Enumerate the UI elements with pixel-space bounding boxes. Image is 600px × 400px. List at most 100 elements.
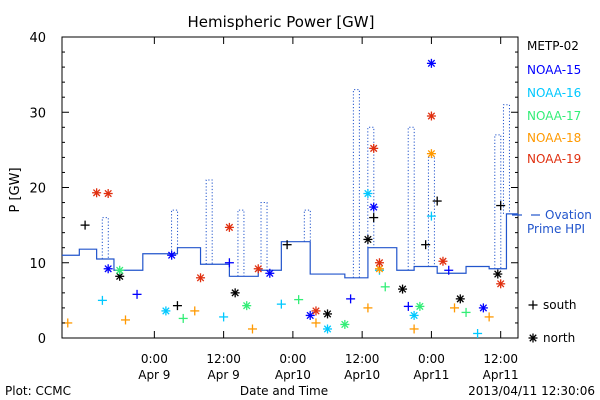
- ovation-peak: [407, 126, 415, 271]
- data-point: [294, 295, 304, 305]
- x-tick-label-time: 0:00: [141, 352, 168, 366]
- data-point: [374, 264, 384, 274]
- data-point: [374, 258, 384, 268]
- ovation-peak: [494, 134, 502, 269]
- data-point: [80, 220, 90, 230]
- data-point: [496, 279, 506, 289]
- data-point: [167, 250, 177, 260]
- ovation-legend-label-2: Prime HPI: [527, 222, 585, 236]
- data-point: [426, 111, 436, 121]
- data-point: [224, 222, 234, 232]
- data-point: [432, 196, 442, 206]
- x-tick-label-date: Apr 9: [138, 368, 170, 382]
- data-point: [496, 201, 506, 211]
- legend: METP-02 NOAA-15 NOAA-16 NOAA-17 NOAA-18 NOAA-…: [512, 39, 592, 345]
- x-tick-label-date: Apr11: [483, 368, 519, 382]
- data-point: [493, 269, 503, 279]
- data-point: [253, 264, 263, 274]
- data-point: [196, 273, 206, 283]
- north-symbol: [528, 333, 538, 343]
- y-axis-label: P [GW]: [8, 167, 23, 212]
- south-symbol: [528, 300, 538, 310]
- x-axis-label: Date and Time: [240, 384, 328, 398]
- ovation-peak: [352, 89, 360, 278]
- data-point: [172, 301, 182, 311]
- data-point: [97, 295, 107, 305]
- ovation-peak: [502, 104, 510, 214]
- north-label: north: [543, 331, 575, 345]
- x-tick-label-time: 0:00: [279, 352, 306, 366]
- y-tick-label: 20: [29, 182, 46, 197]
- chart-title: Hemispheric Power [GW]: [188, 13, 375, 31]
- footer-right: 2013/04/11 12:30:06: [468, 384, 595, 398]
- data-point: [369, 202, 379, 212]
- data-point: [426, 58, 436, 68]
- x-tick-label-time: 12:00: [345, 352, 380, 366]
- data-point: [398, 284, 408, 294]
- data-point: [230, 288, 240, 298]
- data-point: [461, 307, 471, 317]
- data-point: [450, 303, 460, 313]
- data-point: [242, 301, 252, 311]
- data-point: [103, 189, 113, 199]
- data-point: [276, 299, 286, 309]
- legend-entry: NOAA-18: [527, 131, 581, 145]
- footer-left: Plot: CCMC: [5, 384, 71, 398]
- data-point: [340, 319, 350, 329]
- legend-entry: METP-02: [527, 39, 579, 53]
- data-point: [178, 313, 188, 323]
- y-tick-label: 10: [29, 257, 46, 272]
- x-tick-label-date: Apr11: [413, 368, 449, 382]
- data-point: [247, 324, 257, 334]
- ovation-peak: [237, 209, 245, 277]
- data-point: [323, 324, 333, 334]
- ovation-peak: [367, 126, 375, 248]
- data-point: [426, 211, 436, 221]
- data-point: [311, 318, 321, 328]
- data-point: [380, 282, 390, 292]
- ovation-peak: [101, 217, 109, 259]
- data-point: [224, 258, 234, 268]
- legend-entry: NOAA-16: [527, 86, 581, 100]
- data-point: [115, 265, 125, 275]
- data-point: [305, 310, 315, 320]
- x-tick-label-time: 12:00: [206, 352, 241, 366]
- data-point: [219, 312, 229, 322]
- y-tick-label: 0: [38, 332, 46, 347]
- data-point: [311, 306, 321, 316]
- data-point: [403, 301, 413, 311]
- data-point: [363, 303, 373, 313]
- y-tick-label: 30: [29, 106, 46, 121]
- x-tick-label-date: Apr 9: [208, 368, 240, 382]
- data-point: [438, 256, 448, 266]
- data-point: [120, 315, 130, 325]
- ovation-legend-label-1: Ovation: [545, 208, 592, 222]
- data-point: [478, 303, 488, 313]
- ovation-peak: [303, 209, 311, 242]
- x-axis: 0:00 Apr 9 12:00 Apr 9 0:00 Apr10 12:00 Apr10 0:…: [138, 37, 519, 382]
- y-tick-label: 40: [29, 31, 46, 46]
- x-tick-label-date: Apr10: [344, 368, 380, 382]
- data-point: [415, 301, 425, 311]
- ovation-peak: [205, 179, 213, 265]
- data-point: [409, 310, 419, 320]
- legend-entry: NOAA-19: [527, 152, 581, 166]
- data-point: [323, 309, 333, 319]
- data-point: [455, 294, 465, 304]
- y-axis: 0 10 20 30 40: [29, 31, 518, 347]
- data-point: [473, 328, 483, 338]
- legend-entry: NOAA-15: [527, 63, 581, 77]
- data-point: [363, 189, 373, 199]
- data-point: [421, 240, 431, 250]
- data-point: [92, 188, 102, 198]
- data-point: [369, 143, 379, 153]
- data-point: [426, 149, 436, 159]
- plot-frame: [61, 36, 519, 339]
- south-label: south: [543, 298, 577, 312]
- data-point: [444, 265, 454, 275]
- data-point: [369, 213, 379, 223]
- data-point: [363, 234, 373, 244]
- data-point: [346, 294, 356, 304]
- data-point: [409, 324, 419, 334]
